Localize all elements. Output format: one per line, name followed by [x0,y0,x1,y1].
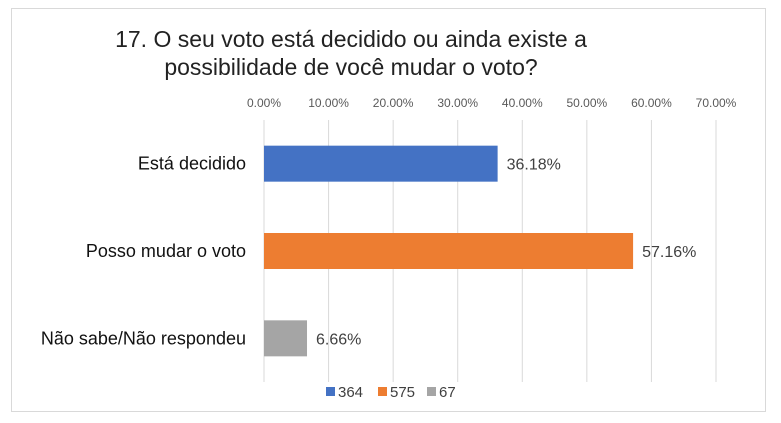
x-tick-label: 40.00% [502,96,543,110]
x-tick-label: 30.00% [437,96,478,110]
legend-swatch [378,387,387,396]
chart-title-line-1: 17. O seu voto está decidido ou ainda ex… [115,26,587,52]
x-tick-label: 70.00% [696,96,737,110]
x-tick-label: 10.00% [308,96,349,110]
category-label: Não sabe/Não respondeu [41,328,246,348]
data-label: 6.66% [316,331,361,348]
bar [264,320,308,357]
x-tick-label: 50.00% [567,96,608,110]
bars [264,145,634,357]
data-label: 36.18% [507,157,561,174]
legend-label: 364 [338,384,363,401]
chart-frame [11,8,766,412]
data-label: 57.16% [642,244,696,261]
legend-swatch [427,387,436,396]
legend-swatch [326,387,335,396]
category-label: Posso mudar o voto [86,241,246,261]
data-labels: 36.18% 57.16% 6.66% [316,157,696,349]
legend: 364 575 67 [326,384,456,401]
x-tick-label: 20.00% [373,96,414,110]
x-tick-label: 60.00% [631,96,672,110]
x-axis-ticks: 0.00% 10.00% 20.00% 30.00% 40.00% 50.00% 60.00… [247,96,737,110]
x-tick-label: 0.00% [247,96,281,110]
chart-title-line-2: possibilidade de você mudar o voto? [164,54,537,80]
category-label: Está decidido [138,154,246,174]
category-labels: Está decidido Posso mudar o voto Não sabe/… [41,154,246,349]
legend-label: 575 [390,384,415,401]
bar [264,233,634,269]
bar [264,145,498,182]
legend-label: 67 [439,384,456,401]
